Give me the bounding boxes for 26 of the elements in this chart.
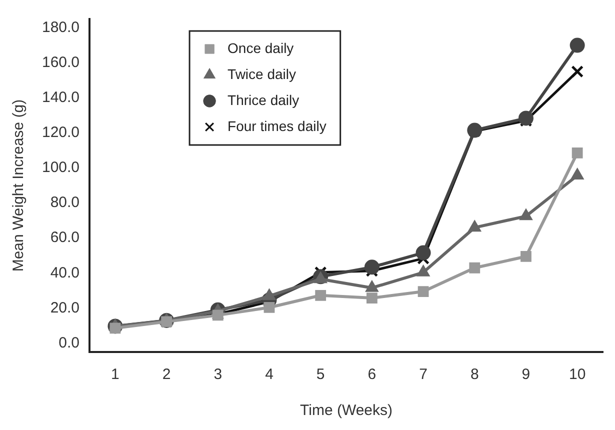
y-tick-label: 40.0 <box>50 264 80 282</box>
y-tick-label: 180.0 <box>42 18 80 36</box>
x-axis-title: Time (Weeks) <box>300 402 393 420</box>
x-tick-label: 1 <box>111 366 120 384</box>
x-tick-label: 4 <box>265 366 274 384</box>
x-tick-label: 10 <box>568 366 586 384</box>
y-tick-label: 80.0 <box>50 194 80 212</box>
y-tick-label: 100.0 <box>42 159 80 176</box>
legend-label: Thrice daily <box>228 92 300 108</box>
y-tick-label: 120.0 <box>42 124 80 142</box>
y-axis-title: Mean Weight Increase (g) <box>10 99 28 272</box>
legend-label: Twice daily <box>228 66 296 82</box>
y-tick-label: 60.0 <box>50 229 80 246</box>
x-tick-label: 3 <box>214 366 222 384</box>
x-tick-label: 6 <box>368 366 376 384</box>
y-tick-label: 140.0 <box>42 89 80 106</box>
y-tick-label: 20.0 <box>50 299 80 316</box>
y-tick-label: 0.0 <box>58 334 80 352</box>
x-tick-label: 9 <box>522 366 530 384</box>
y-tick-label: 160.0 <box>42 54 80 71</box>
legend-label: Four times daily <box>228 118 326 134</box>
x-tick-label: 2 <box>162 366 171 384</box>
x-tick-label: 8 <box>470 366 479 384</box>
x-tick-label: 7 <box>419 366 428 384</box>
legend-label: Once daily <box>228 40 294 56</box>
x-tick-label: 5 <box>316 366 325 384</box>
